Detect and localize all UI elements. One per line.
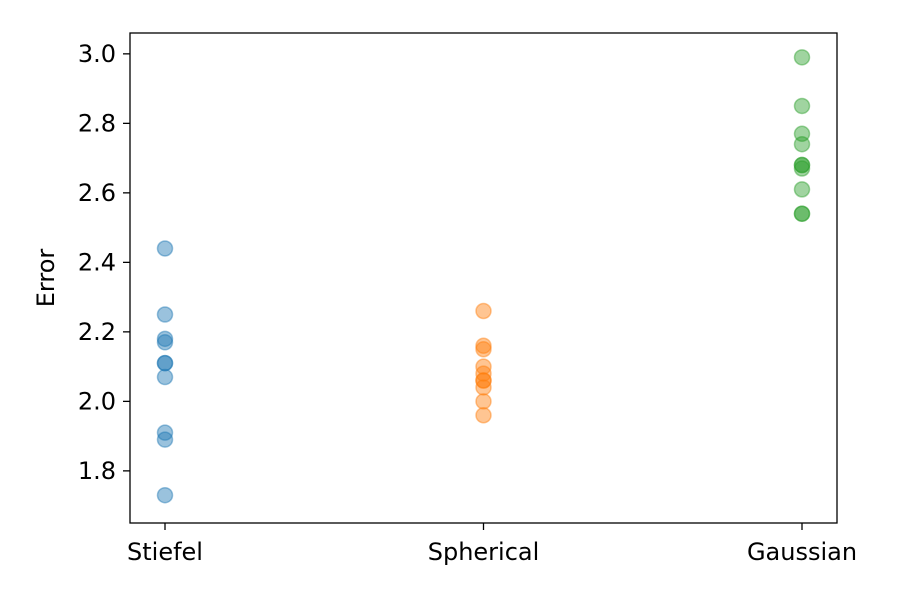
y-tick-label: 2.0: [78, 387, 116, 415]
data-point: [793, 97, 811, 115]
series-gaussian: [793, 49, 811, 222]
y-axis: 1.8 2.0 2.2 2.4 2.6 2.8 3.0: [78, 40, 130, 485]
data-point: [793, 156, 811, 174]
data-point: [475, 372, 492, 389]
y-tick-label: 2.8: [78, 109, 116, 137]
data-point: [793, 205, 811, 222]
data-point: [475, 340, 492, 358]
data-point: [793, 181, 811, 198]
x-axis: Stiefel Spherical Gaussian: [127, 523, 857, 566]
data-point: [475, 372, 492, 389]
x-tick-label-spherical: Spherical: [428, 538, 540, 566]
data-point: [156, 354, 174, 372]
data-point: [156, 486, 174, 504]
data-point: [793, 160, 811, 177]
data-point: [475, 337, 492, 355]
data-point: [475, 302, 492, 320]
data-point: [793, 125, 811, 143]
y-tick-label: 2.4: [78, 248, 116, 276]
y-tick-label: 1.8: [78, 457, 116, 485]
data-point: [156, 330, 174, 348]
data-point: [475, 407, 492, 424]
data-point: [156, 306, 174, 323]
y-axis-label: Error: [32, 249, 60, 308]
series-stiefel: [156, 240, 174, 504]
data-marks: [156, 49, 811, 504]
data-point: [475, 365, 492, 382]
data-point: [793, 156, 811, 174]
data-point: [475, 393, 492, 410]
data-point: [793, 135, 811, 153]
data-point: [156, 368, 174, 386]
y-tick-label: 2.2: [78, 318, 116, 346]
data-point: [793, 49, 811, 66]
plot-frame: [129, 32, 838, 524]
series-spherical: [475, 302, 492, 424]
data-point: [156, 424, 174, 441]
data-point: [156, 354, 174, 372]
y-tick-label: 3.0: [78, 40, 116, 68]
y-tick-label: 2.6: [78, 179, 116, 207]
data-point: [475, 358, 492, 375]
data-point: [156, 240, 174, 257]
data-point: [156, 431, 174, 448]
data-point: [156, 334, 174, 351]
x-tick-label-gaussian: Gaussian: [747, 538, 857, 566]
x-tick-label-stiefel: Stiefel: [127, 538, 203, 566]
data-point: [793, 205, 811, 222]
data-point: [475, 379, 492, 396]
